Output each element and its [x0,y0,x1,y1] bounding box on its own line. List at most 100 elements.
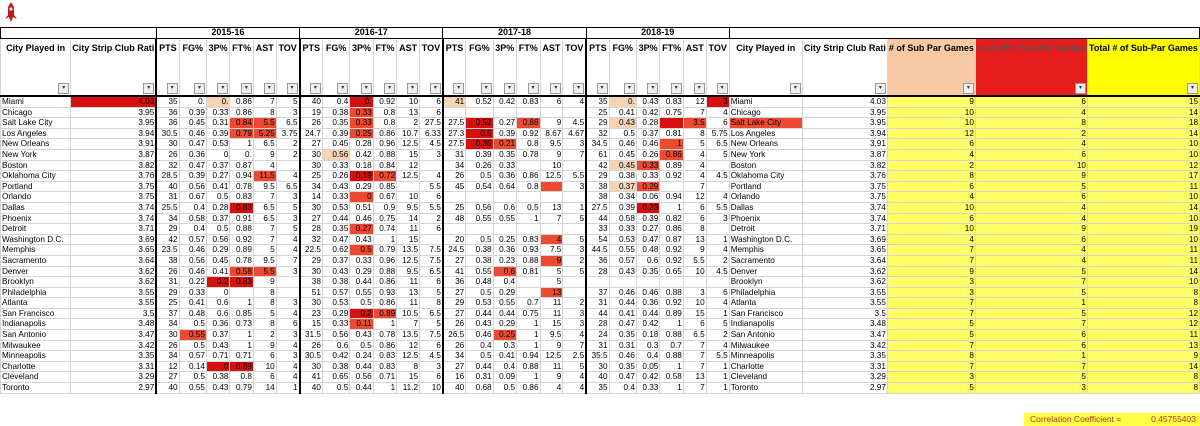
cell[interactable]: 9 [539,254,564,267]
cell[interactable]: 0.56 [465,201,494,214]
cell[interactable]: 3.29 [70,371,157,384]
cell[interactable]: 13 [682,233,707,246]
cell[interactable]: 11.5 [252,170,277,182]
cell[interactable]: 3.5 [70,307,157,320]
cell[interactable]: 40 [585,371,610,384]
cell[interactable]: 0.94 [659,191,684,203]
cell[interactable]: 4 [419,170,444,182]
cell[interactable]: 6.33 [419,127,444,140]
cell[interactable]: 34 [441,350,467,362]
cell[interactable]: 7 [396,318,421,331]
cell[interactable]: 2 [562,254,587,267]
cell[interactable]: 16 [441,371,467,384]
cell[interactable]: 0.39 [178,106,207,119]
cell[interactable]: 1 [229,297,254,309]
cell[interactable] [516,276,541,288]
cell[interactable]: 9.5 [252,254,277,267]
cell[interactable]: 0.86 [516,382,541,394]
cell[interactable]: 0.54 [465,180,494,193]
cell[interactable]: Toronto [0,382,72,394]
cell[interactable]: 0.86 [372,127,398,140]
cell[interactable]: 0.74 [372,223,398,235]
cell[interactable]: 1 [229,339,254,352]
cell[interactable]: 6.5 [252,138,277,150]
cell[interactable]: 5.5 [419,201,444,214]
cell[interactable]: 8.67 [539,127,564,140]
cell[interactable]: 0. [608,95,637,108]
cell[interactable]: 0.55 [608,244,637,256]
cell[interactable]: 6 [886,212,976,225]
cell[interactable]: 0.09 [492,371,518,384]
cell[interactable]: 6 [974,329,1088,341]
cell[interactable] [539,191,564,203]
cell[interactable] [539,223,564,235]
cell[interactable]: 0.33 [321,318,351,331]
cell[interactable]: 0.43 [205,339,231,352]
header-city2-26[interactable]: City Played in ▾ [728,38,803,97]
cell[interactable]: 11 [539,307,564,320]
cell[interactable]: 34 [298,180,323,193]
cell[interactable]: 0.46 [178,127,207,140]
cell[interactable]: 0.5 [492,382,518,394]
cell[interactable] [659,117,684,129]
cell[interactable]: 4 [562,371,587,384]
cell[interactable]: Toronto [728,382,803,394]
cell[interactable]: 0.44 [349,276,374,288]
cell[interactable]: 0.44 [492,307,518,320]
filter-dropdown-icon[interactable]: ▾ [962,83,974,94]
cell[interactable]: 30 [298,360,323,373]
cell[interactable]: 4 [886,191,976,203]
cell[interactable]: 34 [155,350,180,362]
cell[interactable]: 3 [275,297,301,309]
cell[interactable] [516,191,541,203]
cell[interactable]: 3.55 [70,286,157,299]
cell[interactable]: 0.4 [321,95,351,108]
column-header-row[interactable]: City Played in ▾ City Strip Club Rati ▾ PTS ▾… [0,38,1200,97]
cell[interactable]: 38 [585,191,610,203]
cell[interactable]: Phoenix [728,212,803,225]
cell[interactable]: 5 [539,265,564,278]
cell[interactable]: 14 [1086,127,1200,140]
cell[interactable]: 3.5 [682,117,707,129]
cell[interactable]: 40 [155,382,180,394]
cell[interactable]: 0.33 [321,159,351,172]
cell[interactable]: 13 [539,286,564,299]
cell[interactable] [608,276,637,288]
cell[interactable]: 6.5 [252,201,277,214]
cell[interactable]: 3.29 [801,371,888,384]
cell[interactable]: 0.11 [349,318,374,331]
cell[interactable]: 3 [275,106,301,119]
cell[interactable]: 34.5 [585,138,610,150]
cell[interactable]: 0.64 [492,180,518,193]
filter-dropdown-icon[interactable]: ▾ [527,83,539,94]
cell[interactable]: 0.24 [349,350,374,362]
cell[interactable]: 3 [419,148,444,161]
header-p3-4[interactable]: 3P% ▾ [205,38,231,97]
cell[interactable]: 0.44 [349,360,374,373]
cell[interactable]: 0.44 [608,297,637,309]
cell[interactable]: 3.95 [70,117,157,129]
cell[interactable]: 10 [1086,148,1200,161]
cell[interactable]: 12.5 [539,350,564,362]
filter-dropdown-icon[interactable]: ▾ [596,83,608,94]
cell[interactable]: 0.26 [635,148,661,161]
filter-dropdown-icon[interactable]: ▾ [504,83,516,94]
cell[interactable]: 0.89 [229,244,254,256]
cell[interactable]: 0.7 [659,339,684,352]
cell[interactable]: 0.18 [349,159,374,172]
cell[interactable]: 0.39 [178,170,207,182]
cell[interactable]: 3 [562,318,587,331]
cell[interactable]: 0.68 [465,382,494,394]
cell[interactable]: 11 [1086,180,1200,193]
cell[interactable]: 0.89 [659,307,684,320]
cell[interactable]: 4 [275,360,301,373]
cell[interactable]: 0.46 [608,138,637,150]
cell[interactable]: 0.58 [229,265,254,278]
cell[interactable]: 6 [252,350,277,362]
cell[interactable]: 0.38 [321,360,351,373]
cell[interactable] [465,106,494,119]
cell[interactable]: 3 [886,286,976,299]
cell[interactable]: 0.29 [492,286,518,299]
cell[interactable]: Memphis [0,244,72,256]
cell[interactable]: 7 [539,212,564,225]
